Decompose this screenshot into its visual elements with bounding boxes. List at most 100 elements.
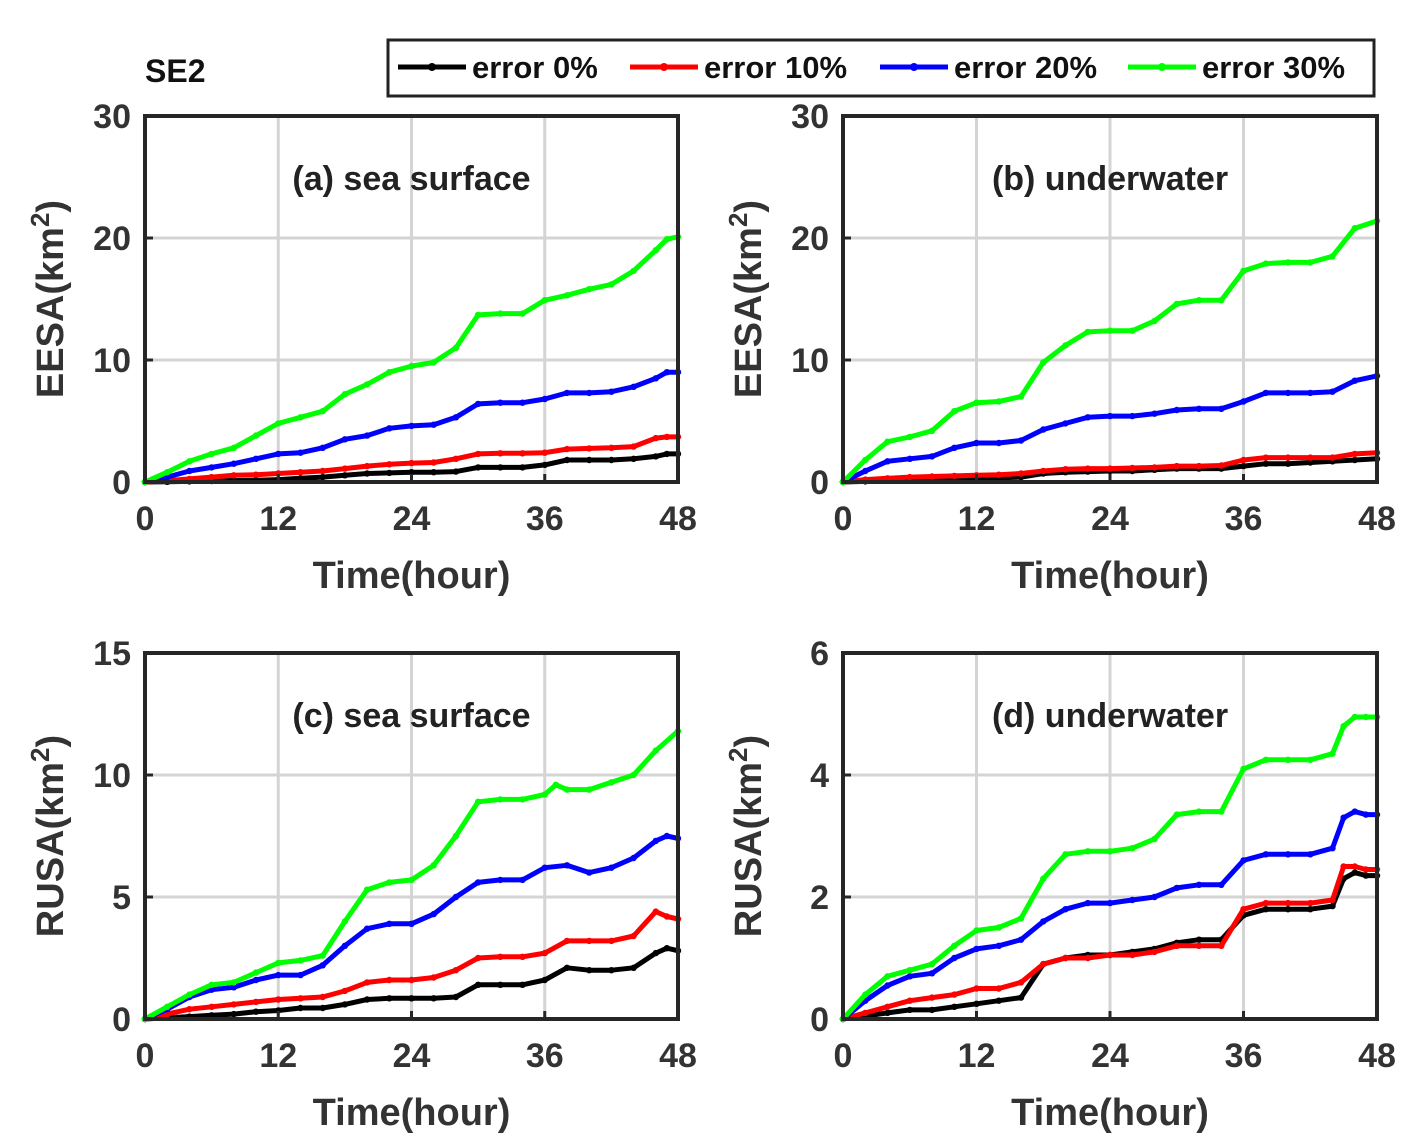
- data-point: [230, 472, 237, 479]
- data-point: [1351, 713, 1359, 721]
- data-point: [1262, 454, 1270, 461]
- data-point: [1173, 300, 1181, 308]
- data-point: [951, 1003, 958, 1010]
- y-axis-label: EESA(km2): [723, 200, 770, 398]
- data-point: [497, 981, 504, 988]
- data-point: [563, 964, 571, 971]
- legend-marker: [660, 63, 668, 71]
- data-point: [663, 236, 671, 243]
- data-point: [995, 439, 1002, 447]
- data-point: [275, 470, 282, 477]
- data-point: [1151, 317, 1158, 325]
- series-line-error-20-: [142, 833, 681, 1022]
- data-point: [1284, 851, 1292, 858]
- data-point: [1351, 869, 1359, 876]
- data-point: [519, 450, 526, 457]
- data-point: [951, 954, 958, 962]
- y-tick-label: 30: [93, 98, 131, 136]
- y-tick-label: 2: [810, 879, 829, 917]
- y-tick-label: 10: [93, 342, 131, 380]
- data-point: [652, 375, 659, 382]
- data-point: [541, 791, 548, 798]
- x-tick-label: 0: [136, 500, 155, 538]
- data-point: [884, 982, 891, 989]
- data-point: [906, 455, 913, 462]
- data-point: [275, 450, 282, 458]
- data-point: [608, 937, 615, 945]
- data-point: [474, 464, 482, 471]
- y-tick-label: 0: [112, 1001, 131, 1039]
- data-point: [497, 310, 504, 317]
- data-point: [497, 953, 504, 960]
- data-point: [1195, 297, 1203, 304]
- data-point: [1173, 462, 1181, 470]
- data-point: [1106, 951, 1114, 959]
- data-point: [951, 942, 958, 949]
- data-point: [208, 450, 215, 458]
- data-point: [1151, 835, 1158, 843]
- data-point: [474, 879, 482, 886]
- data-point: [519, 796, 526, 803]
- data-point: [208, 1003, 215, 1010]
- data-point: [1307, 259, 1314, 266]
- legend: error 0% error 10% error 20% error 30%: [386, 38, 1376, 98]
- data-point: [1173, 811, 1181, 818]
- data-point: [541, 864, 548, 871]
- data-point: [408, 995, 415, 1002]
- data-point: [230, 1001, 237, 1008]
- legend-entry: error 0%: [398, 50, 598, 85]
- data-point: [928, 960, 936, 968]
- data-point: [1329, 750, 1336, 757]
- data-point: [252, 455, 260, 462]
- data-point: [252, 471, 260, 478]
- x-tick-label: 48: [659, 1037, 697, 1075]
- data-point: [995, 471, 1002, 478]
- data-point: [363, 470, 371, 477]
- x-tick-label: 24: [393, 500, 431, 538]
- y-axis-label-close: ): [30, 735, 72, 748]
- data-point: [1106, 899, 1114, 907]
- data-point: [386, 976, 393, 984]
- data-point: [1151, 948, 1158, 956]
- y-tick-label: 6: [810, 635, 829, 673]
- data-point: [519, 981, 526, 988]
- data-point: [430, 974, 437, 981]
- data-point: [1129, 896, 1136, 904]
- data-point: [319, 473, 326, 481]
- data-point: [928, 1006, 936, 1014]
- data-point: [230, 979, 237, 986]
- data-point: [1284, 906, 1292, 913]
- x-tick-label: 48: [1358, 1037, 1396, 1075]
- data-point: [319, 952, 326, 959]
- data-point: [386, 461, 393, 468]
- data-point: [1040, 960, 1047, 968]
- data-point: [608, 388, 615, 395]
- data-point: [319, 408, 326, 415]
- x-tick-label: 24: [1091, 1037, 1129, 1075]
- data-point: [973, 439, 980, 447]
- legend-label: error 10%: [704, 50, 847, 85]
- data-point: [973, 399, 980, 406]
- data-point: [884, 438, 891, 445]
- data-point: [208, 464, 215, 471]
- y-axis-label-superscript: 2: [25, 747, 55, 761]
- data-point: [1340, 863, 1347, 870]
- data-point: [1129, 464, 1136, 472]
- data-point: [652, 949, 659, 957]
- data-point: [1062, 954, 1069, 962]
- data-point: [1017, 979, 1025, 986]
- data-point: [973, 927, 980, 934]
- y-axis-label: EESA(km2): [25, 200, 72, 398]
- data-point: [1195, 808, 1203, 815]
- data-point: [474, 400, 482, 408]
- x-axis-label: Time(hour): [313, 555, 511, 597]
- y-tick-label: 20: [791, 220, 829, 258]
- data-point: [386, 425, 393, 432]
- data-point: [230, 984, 237, 991]
- data-point: [652, 453, 659, 460]
- y-axis-label: RUSA(km2): [723, 735, 770, 937]
- data-point: [862, 456, 869, 464]
- data-point: [408, 469, 415, 476]
- data-point: [928, 473, 936, 480]
- series-line-error-30-: [142, 728, 681, 1022]
